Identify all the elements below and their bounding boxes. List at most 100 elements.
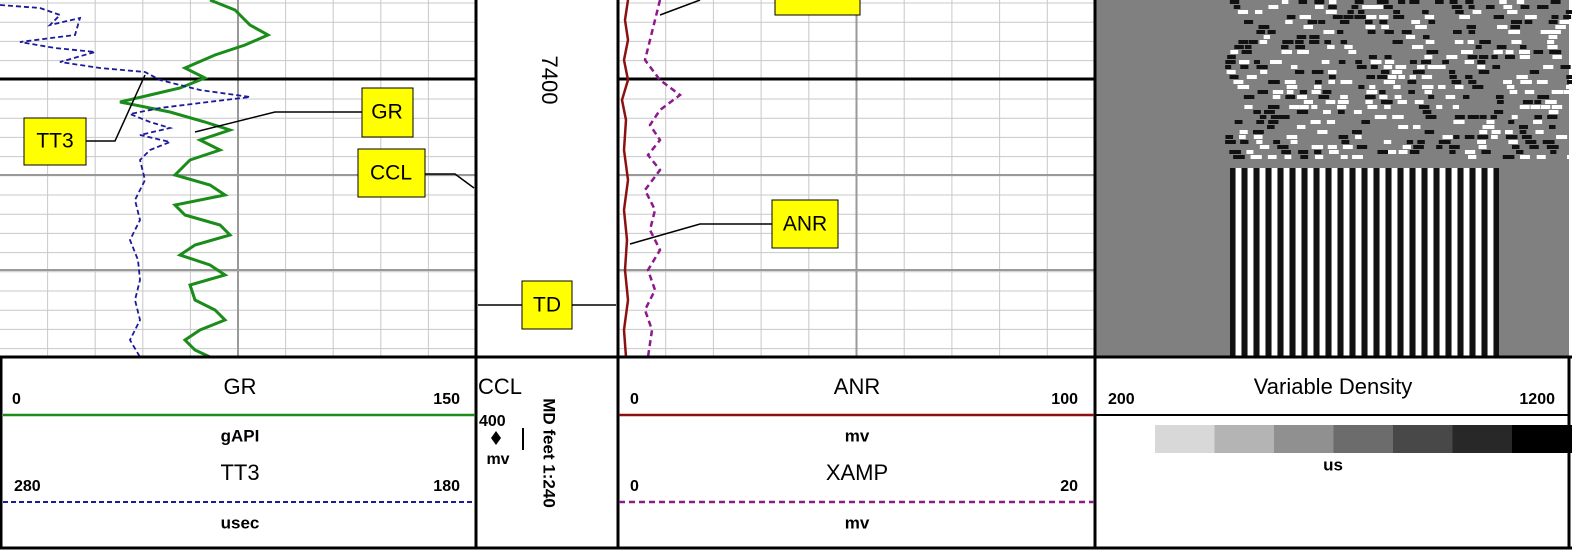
vdl-stripe <box>1546 145 1559 149</box>
vdl-stripe <box>1314 80 1322 84</box>
vdl-stripe <box>1467 55 1478 59</box>
vdl-stripe <box>1465 75 1473 79</box>
vdl-stripe <box>1355 60 1363 64</box>
vdl-stripe <box>1408 90 1415 94</box>
vdl-stripe <box>1286 135 1298 139</box>
vdl-stripe <box>1281 45 1289 49</box>
vdl-stripe <box>1253 135 1263 139</box>
track-min: 200 <box>1108 391 1135 408</box>
vdl-stripe <box>1494 168 1499 356</box>
vdl-stripe <box>1278 168 1283 356</box>
vdl-stripe <box>1537 95 1550 99</box>
vdl-stripe <box>1270 60 1282 64</box>
vdl-stripe <box>1328 150 1339 154</box>
vdl-stripe <box>1428 95 1435 99</box>
vdl-stripe <box>1387 75 1397 79</box>
vdl-stripe <box>1503 5 1513 9</box>
vdl-stripe <box>1310 120 1321 124</box>
vdl-stripe <box>1488 168 1493 356</box>
vdl-stripe <box>1534 100 1542 104</box>
vdl-stripe <box>1413 145 1424 149</box>
vdl-stripe <box>1495 95 1504 99</box>
curve-name: XAMP <box>826 460 888 485</box>
vdl-stripe <box>1468 5 1475 9</box>
vdl-stripe <box>1240 140 1249 144</box>
vdl-stripe <box>1549 50 1562 54</box>
vdl-stripe <box>1347 10 1354 14</box>
vdl-stripe <box>1272 168 1277 356</box>
vdl-stripe <box>1350 168 1355 356</box>
vdl-stripe <box>1392 115 1404 119</box>
vdl-stripe <box>1314 168 1319 356</box>
vdl-stripe <box>1485 5 1495 9</box>
vdl-stripe <box>1267 155 1277 159</box>
vdl-stripe <box>1229 75 1239 79</box>
vdl-stripe <box>1556 135 1568 139</box>
vdl-stripe <box>1407 80 1417 84</box>
vdl-stripe <box>1338 168 1343 356</box>
vdl-stripe <box>1486 120 1495 124</box>
curve-name: TT3 <box>220 460 259 485</box>
vdl-stripe <box>1559 20 1571 24</box>
vdl-stripe <box>1361 120 1370 124</box>
vdl-stripe <box>1549 125 1556 129</box>
vdl-stripe <box>1533 50 1544 54</box>
vdl-stripe <box>1393 85 1401 89</box>
vdl-stripe <box>1381 25 1389 29</box>
vdl-stripe <box>1464 150 1476 154</box>
vdl-stripe <box>1530 105 1541 109</box>
curve-unit: mv <box>845 513 870 532</box>
ccl-marker <box>491 431 501 445</box>
vdl-stripe <box>1397 100 1407 104</box>
vdl-stripe <box>1256 30 1266 34</box>
vdl-stripe <box>1374 168 1379 356</box>
vdl-stripe <box>1328 80 1336 84</box>
vdl-stripe <box>1551 105 1563 109</box>
vdl-stripe <box>1281 50 1293 54</box>
vdl-stripe <box>1377 75 1388 79</box>
vdl-stripe <box>1405 35 1416 39</box>
vdl-stripe <box>1328 5 1337 9</box>
vdl-stripe <box>1314 155 1324 159</box>
vdl-stripe <box>1563 90 1570 94</box>
vdl-stripe <box>1332 168 1337 356</box>
vdl-stripe <box>1521 135 1532 139</box>
vdl-stripe <box>1524 90 1535 94</box>
vdl-stripe <box>1372 5 1384 9</box>
vdl-stripe <box>1379 15 1389 19</box>
vdl-stripe <box>1424 90 1432 94</box>
vdl-stripe <box>1516 75 1528 79</box>
vdl-stripe <box>1482 125 1495 129</box>
vdl-stripe <box>1325 10 1337 14</box>
vdl-stripe <box>1325 100 1336 104</box>
vdl-stripe <box>1383 5 1393 9</box>
vdl-stripe <box>1239 130 1248 134</box>
vdl-stripe <box>1368 55 1377 59</box>
curve-min: 0 <box>12 391 21 408</box>
vdl-stripe <box>1565 85 1572 89</box>
vdl-stripe <box>1428 20 1436 24</box>
vdl-stripe <box>1366 90 1378 94</box>
vdl-stripe <box>1268 5 1279 9</box>
vdl-stripe <box>1284 155 1292 159</box>
vdl-stripe <box>1535 130 1544 134</box>
vdl-stripe <box>1386 168 1391 356</box>
vdl-stripe <box>1225 60 1236 64</box>
vdl-stripe <box>1503 80 1512 84</box>
vdl-stripe <box>1566 75 1572 79</box>
vdl-stripe <box>1317 130 1328 134</box>
vdl-stripe <box>1296 168 1301 356</box>
vdl-stripe <box>1239 135 1246 139</box>
vdl-stripe <box>1237 10 1249 14</box>
depth-reference: MD feet 1:240 <box>540 398 559 508</box>
vdl-stripe <box>1259 145 1270 149</box>
vdl-stripe <box>1296 35 1307 39</box>
vdl-stripe <box>1227 55 1236 59</box>
track-name: Variable Density <box>1254 374 1413 399</box>
vdl-stripe <box>1225 65 1232 69</box>
vdl-stripe <box>1398 125 1409 129</box>
vdl-stripe <box>1246 150 1254 154</box>
curve-min: 280 <box>14 478 41 495</box>
vdl-stripe <box>1384 55 1392 59</box>
vdl-stripe <box>1365 25 1376 29</box>
